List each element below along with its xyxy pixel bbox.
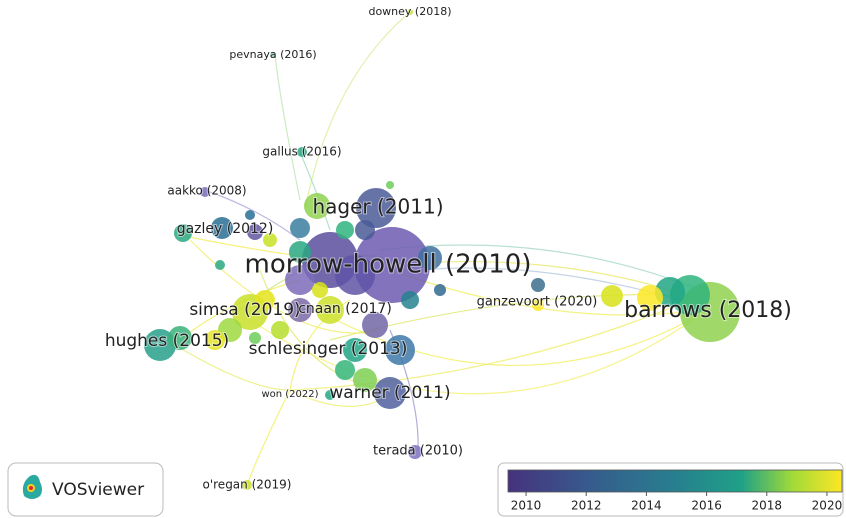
node <box>304 193 330 219</box>
edge <box>274 54 301 201</box>
logo-box <box>7 462 164 517</box>
node-label: hughes (2015) <box>105 331 229 351</box>
node-label: hager (2011) <box>312 195 443 219</box>
node <box>285 265 315 295</box>
edge <box>209 191 301 241</box>
edge <box>299 299 691 366</box>
node-label: cnaan (2017) <box>298 301 392 317</box>
edge <box>304 11 411 211</box>
node <box>531 278 545 292</box>
node <box>408 445 422 459</box>
node <box>215 260 225 270</box>
node <box>255 290 275 310</box>
node <box>316 296 344 324</box>
node <box>263 233 277 247</box>
colorbar-tick-label: 2010 <box>511 499 542 513</box>
node-label: won (2022) <box>261 389 318 400</box>
labels: downey (2018) pevnaya (2016) gallus (2016)… <box>104 4 793 493</box>
node-label: ganzevoort (2020) <box>477 295 598 310</box>
node <box>637 285 663 311</box>
node <box>200 187 210 197</box>
node <box>247 224 263 240</box>
colorbar-tick-label: 2020 <box>812 499 843 513</box>
edge <box>174 344 291 391</box>
edge <box>246 389 291 486</box>
node <box>289 241 311 263</box>
colorbar-tick-label: 2014 <box>631 499 662 513</box>
node-label: downey (2018) <box>368 5 451 18</box>
node <box>144 329 176 361</box>
node <box>407 9 413 15</box>
node <box>288 298 312 322</box>
node <box>245 210 255 220</box>
node <box>418 246 442 270</box>
node <box>335 360 355 380</box>
node <box>335 255 375 295</box>
node <box>343 338 367 362</box>
node-label: o'regan (2019) <box>203 478 292 492</box>
node <box>601 285 623 307</box>
node-label: simsa (2019) <box>189 300 300 320</box>
node-label: aakko (2008) <box>167 184 246 198</box>
node <box>356 188 396 228</box>
node <box>205 330 225 350</box>
edge <box>289 299 691 391</box>
node <box>355 220 375 240</box>
logo-text: VOSviewer <box>52 480 144 500</box>
node <box>354 227 430 303</box>
bubbles <box>144 9 740 490</box>
node-label: gazley (2012) <box>177 221 274 237</box>
node <box>532 299 544 311</box>
edges <box>174 11 701 486</box>
colorbar-tick-label: 2018 <box>752 499 783 513</box>
node-label: pevnaya (2016) <box>229 48 316 61</box>
node-label: morrow-howell (2010) <box>245 250 532 280</box>
node-label: barrows (2018) <box>624 298 792 323</box>
node <box>374 377 406 409</box>
node-label: gallus (2016) <box>262 145 341 159</box>
node <box>401 291 419 309</box>
node <box>174 224 192 242</box>
node <box>270 52 276 58</box>
node-label: schlesinger (2013) <box>249 339 408 359</box>
node <box>211 217 233 239</box>
colorbar <box>507 469 843 493</box>
logo-icon <box>22 474 42 499</box>
node <box>386 181 394 189</box>
node <box>385 335 415 365</box>
node-label: warner (2011) <box>329 383 450 403</box>
node <box>271 321 289 339</box>
node <box>434 284 446 296</box>
node <box>336 221 354 239</box>
node <box>312 282 328 298</box>
node <box>353 368 377 392</box>
node-label: terada (2010) <box>373 444 463 459</box>
node <box>242 480 252 490</box>
colorbar-ticks: 2010 2012 2014 2016 2018 2020 <box>511 492 842 513</box>
colorbar-tick-label: 2016 <box>691 499 722 513</box>
node <box>290 218 310 238</box>
node <box>297 147 307 157</box>
colorbar-tick-label: 2012 <box>571 499 602 513</box>
node <box>168 326 192 350</box>
node <box>362 312 388 338</box>
node <box>325 390 335 400</box>
node <box>249 332 261 344</box>
edge <box>389 269 701 316</box>
